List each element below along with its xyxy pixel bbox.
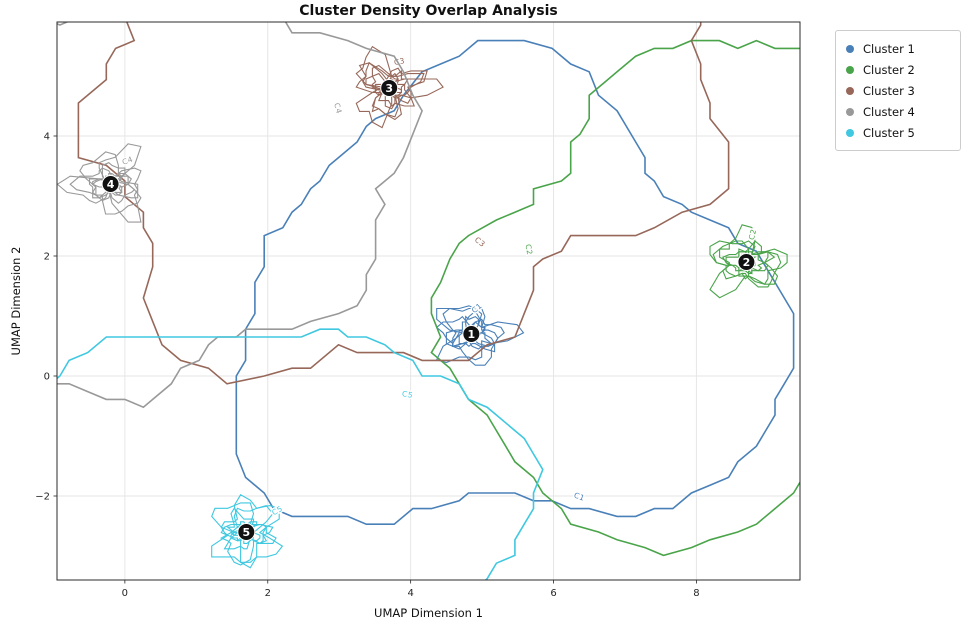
svg-text:1: 1: [468, 328, 476, 341]
svg-text:4: 4: [407, 588, 413, 599]
legend-marker-icon: [846, 128, 854, 137]
legend: Cluster 1 Cluster 2 Cluster 3 Cluster 4 Clus…: [835, 30, 961, 151]
legend-marker-icon: [846, 44, 854, 53]
svg-text:−2: −2: [35, 492, 50, 503]
legend-marker-icon: [846, 107, 854, 116]
y-axis-label: UMAP Dimension 2: [9, 246, 23, 356]
svg-text:C2: C2: [523, 243, 534, 255]
svg-text:4: 4: [44, 132, 50, 143]
legend-marker-icon: [846, 65, 854, 74]
svg-text:0: 0: [122, 588, 128, 599]
svg-text:3: 3: [385, 82, 393, 95]
svg-text:6: 6: [550, 588, 556, 599]
legend-label: Cluster 3: [863, 83, 915, 98]
legend-item-cluster-2: Cluster 2: [846, 59, 950, 80]
svg-text:0: 0: [44, 372, 50, 383]
legend-item-cluster-3: Cluster 3: [846, 80, 950, 101]
svg-text:C5: C5: [401, 389, 413, 400]
legend-label: Cluster 1: [863, 41, 915, 56]
legend-item-cluster-5: Cluster 5: [846, 122, 950, 143]
legend-marker-icon: [846, 86, 854, 95]
legend-label: Cluster 2: [863, 62, 915, 77]
x-axis-label: UMAP Dimension 1: [374, 606, 483, 620]
chart-title: Cluster Density Overlap Analysis: [299, 3, 558, 19]
svg-text:2: 2: [743, 256, 751, 269]
legend-item-cluster-1: Cluster 1: [846, 38, 950, 59]
svg-text:2: 2: [44, 252, 50, 263]
svg-text:4: 4: [107, 178, 115, 191]
legend-label: Cluster 4: [863, 104, 915, 119]
legend-label: Cluster 5: [863, 125, 915, 140]
svg-text:5: 5: [242, 526, 250, 539]
svg-text:8: 8: [693, 588, 699, 599]
svg-text:2: 2: [265, 588, 271, 599]
legend-item-cluster-4: Cluster 4: [846, 101, 950, 122]
